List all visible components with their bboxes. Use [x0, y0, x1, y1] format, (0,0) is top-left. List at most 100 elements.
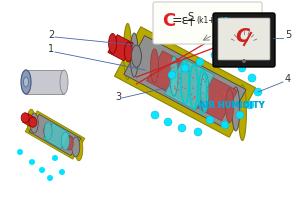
- Circle shape: [189, 70, 190, 72]
- Circle shape: [168, 62, 170, 64]
- Ellipse shape: [44, 122, 52, 140]
- Circle shape: [17, 149, 23, 155]
- Ellipse shape: [21, 70, 31, 94]
- Ellipse shape: [44, 124, 52, 138]
- Circle shape: [216, 97, 218, 99]
- Text: C: C: [162, 12, 175, 30]
- Circle shape: [179, 78, 181, 80]
- Circle shape: [207, 89, 209, 91]
- Circle shape: [208, 102, 210, 104]
- Circle shape: [222, 92, 223, 94]
- FancyBboxPatch shape: [218, 18, 270, 60]
- Circle shape: [208, 92, 210, 94]
- Circle shape: [223, 90, 225, 92]
- Ellipse shape: [65, 136, 73, 150]
- Ellipse shape: [131, 45, 141, 67]
- Circle shape: [192, 77, 194, 79]
- Circle shape: [39, 167, 45, 173]
- Circle shape: [196, 58, 204, 66]
- Circle shape: [194, 128, 202, 136]
- Circle shape: [204, 81, 206, 82]
- FancyBboxPatch shape: [213, 13, 275, 67]
- Circle shape: [224, 93, 225, 95]
- Circle shape: [177, 83, 179, 84]
- Circle shape: [177, 81, 178, 83]
- Ellipse shape: [61, 132, 69, 150]
- Circle shape: [157, 78, 159, 80]
- Text: C: C: [235, 27, 249, 46]
- Circle shape: [151, 111, 159, 119]
- Circle shape: [242, 59, 246, 63]
- Circle shape: [248, 74, 256, 82]
- Text: AIR HUMIDITY: AIR HUMIDITY: [199, 100, 265, 110]
- Circle shape: [213, 104, 215, 106]
- Circle shape: [166, 82, 167, 83]
- Circle shape: [161, 74, 163, 76]
- Ellipse shape: [30, 113, 38, 133]
- Circle shape: [203, 104, 204, 105]
- Circle shape: [224, 94, 225, 96]
- Circle shape: [29, 159, 35, 165]
- Ellipse shape: [109, 34, 117, 54]
- Circle shape: [194, 96, 196, 98]
- Circle shape: [206, 102, 208, 104]
- Text: =ε: =ε: [172, 15, 189, 27]
- Circle shape: [167, 60, 169, 62]
- Circle shape: [215, 94, 217, 96]
- Ellipse shape: [130, 33, 138, 77]
- Polygon shape: [25, 111, 85, 159]
- Circle shape: [254, 88, 262, 96]
- Circle shape: [180, 78, 182, 80]
- Ellipse shape: [226, 89, 234, 123]
- Polygon shape: [29, 114, 81, 156]
- Circle shape: [169, 86, 171, 87]
- Circle shape: [221, 121, 229, 129]
- Ellipse shape: [232, 87, 240, 131]
- Circle shape: [170, 68, 172, 69]
- Polygon shape: [147, 51, 238, 121]
- Circle shape: [194, 97, 195, 99]
- Circle shape: [190, 94, 192, 95]
- Text: 3: 3: [115, 92, 121, 102]
- Ellipse shape: [27, 109, 35, 133]
- Circle shape: [171, 60, 172, 61]
- Circle shape: [178, 73, 180, 75]
- Polygon shape: [124, 36, 246, 128]
- Circle shape: [236, 111, 244, 119]
- Circle shape: [178, 77, 180, 78]
- Ellipse shape: [151, 49, 158, 83]
- Circle shape: [226, 56, 234, 64]
- Polygon shape: [22, 113, 35, 127]
- Circle shape: [184, 88, 186, 89]
- Ellipse shape: [22, 70, 30, 94]
- Circle shape: [200, 84, 202, 85]
- Text: 1: 1: [48, 44, 54, 54]
- Circle shape: [168, 73, 169, 74]
- Circle shape: [173, 66, 174, 68]
- Ellipse shape: [238, 85, 246, 141]
- Ellipse shape: [124, 42, 133, 62]
- Ellipse shape: [75, 137, 83, 161]
- Circle shape: [52, 155, 58, 161]
- Circle shape: [189, 76, 190, 78]
- Circle shape: [168, 82, 169, 83]
- Polygon shape: [108, 35, 133, 61]
- Circle shape: [47, 175, 53, 181]
- Polygon shape: [115, 27, 256, 137]
- Text: AIR HUMIDITY: AIR HUMIDITY: [199, 100, 265, 110]
- Circle shape: [215, 98, 217, 100]
- Circle shape: [202, 78, 204, 80]
- Ellipse shape: [72, 137, 80, 157]
- Text: (k1+k2: (k1+k2: [196, 17, 224, 25]
- Polygon shape: [26, 70, 64, 94]
- Ellipse shape: [170, 56, 178, 96]
- Circle shape: [173, 75, 175, 76]
- Circle shape: [174, 86, 176, 87]
- Circle shape: [59, 169, 65, 175]
- Text: φ: φ: [218, 14, 229, 28]
- Ellipse shape: [60, 70, 68, 94]
- Polygon shape: [44, 125, 73, 149]
- Text: 4: 4: [285, 74, 291, 84]
- Circle shape: [164, 118, 172, 126]
- Circle shape: [167, 58, 169, 60]
